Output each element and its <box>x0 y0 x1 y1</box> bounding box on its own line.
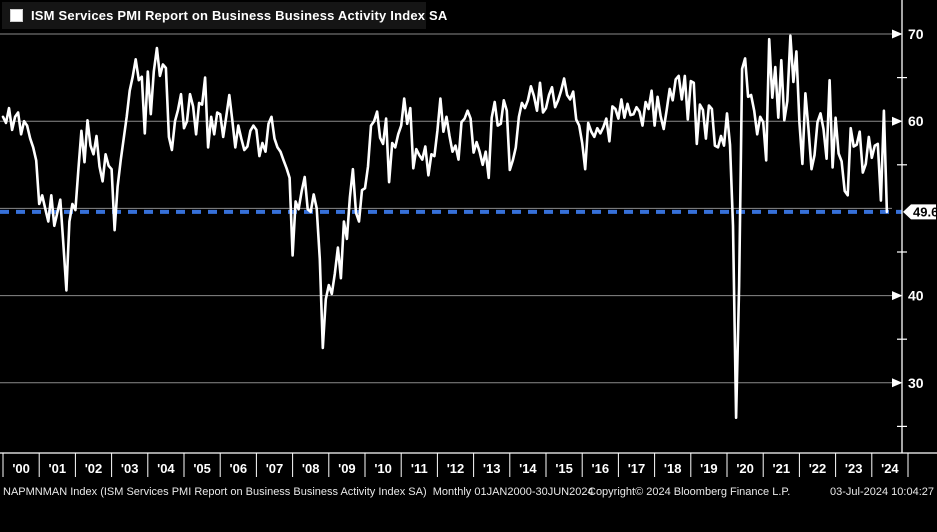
y-label-40: 40 <box>908 288 924 304</box>
x-label-2010: '10 <box>374 461 392 476</box>
y-major-tick-arrow-70 <box>892 29 903 39</box>
x-label-2007: '07 <box>266 461 284 476</box>
x-label-2020: '20 <box>736 461 754 476</box>
last-value-tag-text: 49.6 <box>913 204 937 219</box>
x-label-2005: '05 <box>193 461 211 476</box>
y-label-70: 70 <box>908 26 924 42</box>
x-label-2004: '04 <box>157 461 175 476</box>
last-value-tag <box>903 204 936 220</box>
footer-bar: NAPMNMAN Index (ISM Services PMI Report … <box>0 484 937 501</box>
chart-legend-bar: ISM Services PMI Report on Business Busi… <box>2 2 447 29</box>
x-label-2011: '11 <box>411 461 428 476</box>
x-label-2018: '18 <box>664 461 682 476</box>
x-label-2009: '09 <box>338 461 356 476</box>
y-major-tick-arrow-30 <box>892 378 903 388</box>
chart-title: ISM Services PMI Report on Business Busi… <box>31 8 448 23</box>
x-label-2022: '22 <box>809 461 827 476</box>
footer-ticker-description: NAPMNMAN Index (ISM Services PMI Report … <box>3 486 594 498</box>
x-label-2014: '14 <box>519 461 537 476</box>
x-label-2003: '03 <box>121 461 139 476</box>
chart-plot-area[interactable]: '00 '01 '02 '03 '04 '05 '06 '07 '08 '09 '10 '11 '12 '… <box>0 0 937 501</box>
x-label-2002: '02 <box>85 461 103 476</box>
x-label-2015: '15 <box>555 461 573 476</box>
footer-timestamp: 03-Jul-2024 10:04:27 <box>830 486 934 498</box>
x-label-2000: '00 <box>12 461 30 476</box>
x-label-2006: '06 <box>230 461 248 476</box>
x-label-2024: '24 <box>881 461 899 476</box>
x-label-2008: '08 <box>302 461 320 476</box>
x-label-2023: '23 <box>845 461 863 476</box>
x-label-2016: '16 <box>592 461 610 476</box>
x-label-2017: '17 <box>628 461 646 476</box>
x-label-2013: '13 <box>483 461 501 476</box>
y-major-tick-arrow-60 <box>892 116 903 126</box>
x-label-2012: '12 <box>447 461 465 476</box>
y-label-60: 60 <box>908 113 924 129</box>
y-label-30: 30 <box>908 375 924 391</box>
x-label-2021: '21 <box>773 461 791 476</box>
price-line <box>1 34 889 420</box>
x-label-2019: '19 <box>700 461 718 476</box>
x-label-2001: '01 <box>49 461 67 476</box>
y-major-tick-arrow-40 <box>892 291 903 301</box>
footer-copyright: Copyright© 2024 Bloomberg Finance L.P. <box>588 486 791 498</box>
series-legend-swatch-icon <box>10 9 23 22</box>
